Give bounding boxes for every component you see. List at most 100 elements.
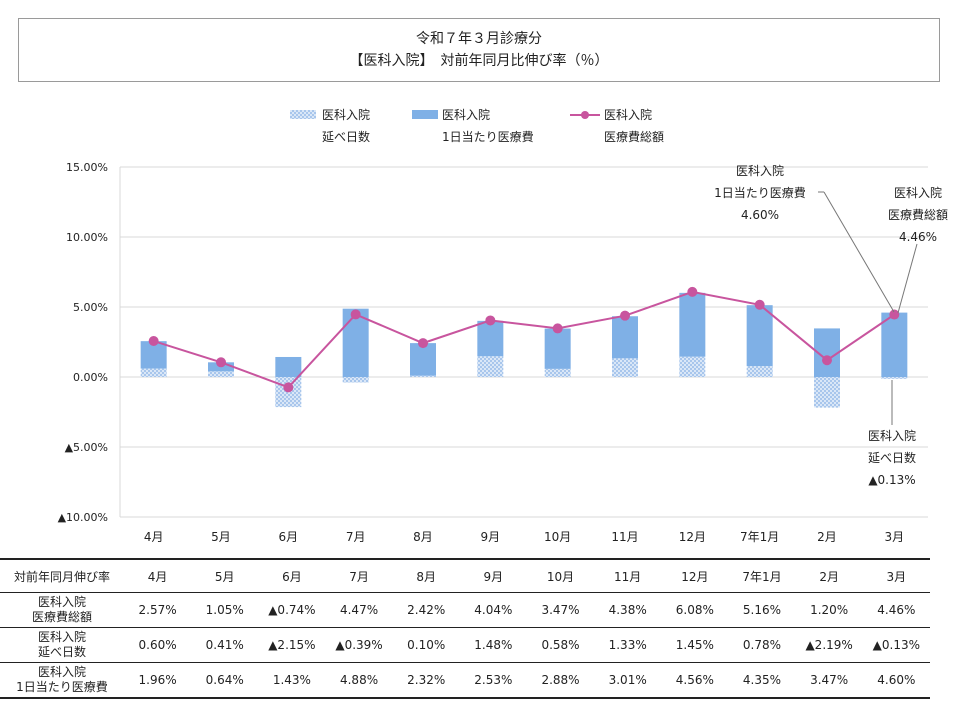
x-tick-label: 2月 bbox=[817, 530, 837, 544]
table-row-label: 医科入院 医療費総額 bbox=[0, 592, 124, 628]
chart-title-box: 令和７年３月診療分 【医科入院】 対前年同月比伸び率（％） bbox=[18, 18, 940, 82]
bar-days bbox=[342, 377, 369, 383]
table-cell: 3.47% bbox=[526, 592, 595, 628]
total-point bbox=[889, 309, 900, 320]
y-tick-label: 10.00% bbox=[66, 231, 108, 244]
table-cell: ▲0.13% bbox=[862, 627, 930, 663]
table-cell: 2.57% bbox=[124, 592, 192, 628]
legend-swatch-perday bbox=[412, 110, 438, 119]
table-header-month: 3月 bbox=[862, 558, 930, 593]
y-tick-label: 0.00% bbox=[73, 371, 108, 384]
chart-title-line2: 【医科入院】 対前年同月比伸び率（％） bbox=[349, 53, 609, 69]
table-header-month: 2月 bbox=[795, 558, 863, 593]
table-cell: 0.10% bbox=[392, 627, 460, 663]
table-header-month: 8月 bbox=[392, 558, 460, 593]
table-row-label-l2: 1日当たり医療費 bbox=[16, 680, 108, 694]
callout-perday-leader bbox=[823, 191, 895, 313]
chart-title-line1: 令和７年３月診療分 bbox=[416, 31, 542, 47]
total-point bbox=[552, 323, 563, 334]
x-tick-label: 3月 bbox=[885, 530, 905, 544]
bar-days bbox=[477, 356, 504, 377]
legend-perday-l1: 医科入院 bbox=[442, 108, 490, 122]
x-tick-label: 4月 bbox=[144, 530, 164, 544]
total-point bbox=[418, 338, 428, 349]
table-cell: 4.35% bbox=[728, 662, 796, 699]
bar-days bbox=[679, 356, 706, 377]
table-cell: 1.05% bbox=[191, 592, 259, 628]
table-cell: 2.88% bbox=[526, 662, 595, 699]
table-cell: 1.20% bbox=[795, 592, 863, 628]
table-cell: 1.33% bbox=[594, 627, 662, 663]
bar-perday bbox=[746, 305, 773, 367]
y-tick-label: ▲5.00% bbox=[65, 441, 108, 454]
table-row-label-l1: 医科入院 bbox=[37, 665, 86, 679]
total-point bbox=[754, 299, 765, 310]
table-row-label: 医科入院 1日当たり医療費 bbox=[0, 662, 124, 699]
table-cell: 1.43% bbox=[258, 662, 326, 699]
x-axis-tick-labels: 4月 5月 6月 7月 8月 9月 10月 11月 12月 7年1月 2月 3月 bbox=[144, 530, 904, 544]
bar-perday bbox=[342, 308, 369, 377]
x-tick-label: 10月 bbox=[544, 530, 571, 544]
x-tick-label: 8月 bbox=[413, 530, 433, 544]
table-cell: 4.60% bbox=[862, 662, 930, 699]
y-axis-tick-labels: ▲10.00% ▲5.00% 0.00% 5.00% 10.00% 15.00% bbox=[58, 161, 108, 524]
callout-perday-l1: 医科入院 bbox=[736, 164, 784, 178]
callout-total-leader bbox=[897, 243, 918, 314]
table-cell: 4.88% bbox=[325, 662, 393, 699]
table-cell: ▲0.39% bbox=[325, 627, 393, 663]
callout-days-l3: ▲0.13% bbox=[868, 473, 915, 487]
bar-days bbox=[140, 368, 167, 377]
gridlines bbox=[119, 166, 928, 518]
total-point bbox=[822, 355, 832, 366]
table-cell: 0.58% bbox=[526, 627, 595, 663]
table-row-label-l1: 医科入院 bbox=[37, 630, 86, 644]
table-cell: 4.56% bbox=[661, 662, 729, 699]
table-header-month: 6月 bbox=[258, 558, 326, 593]
callouts: 医科入院 1日当たり医療費 4.60% 医科入院 医療費総額 4.46% 医科入… bbox=[714, 164, 948, 487]
table-cell: 0.64% bbox=[191, 662, 259, 699]
callout-days-l2: 延べ日数 bbox=[868, 450, 916, 465]
table-cell: 2.42% bbox=[392, 592, 460, 628]
data-table: 対前年同月伸び率 4月 5月 6月 7月 8月 9月 10月 11月 12月 7… bbox=[0, 558, 930, 699]
callout-days-l1: 医科入院 bbox=[868, 429, 916, 443]
table-header-month: 4月 bbox=[124, 558, 192, 593]
table-header-month: 7年1月 bbox=[728, 558, 796, 593]
table-cell: 0.41% bbox=[191, 627, 259, 663]
x-tick-label: 7年1月 bbox=[740, 530, 779, 544]
legend-days-l1: 医科入院 bbox=[322, 108, 370, 122]
legend: 医科入院 延べ日数 医科入院 1日当たり医療費 医科入院 医療費総額 bbox=[290, 108, 664, 144]
chart-area: 医科入院 延べ日数 医科入院 1日当たり医療費 医科入院 医療費総額 ▲10.0… bbox=[58, 108, 948, 544]
legend-swatch-total-marker bbox=[581, 111, 589, 119]
table-cell: 3.47% bbox=[795, 662, 863, 699]
table-cell: 2.53% bbox=[459, 662, 527, 699]
x-tick-label: 6月 bbox=[279, 530, 299, 544]
callout-perday-l3: 4.60% bbox=[741, 208, 779, 222]
bar-perday bbox=[612, 316, 638, 359]
table-cell: 1.45% bbox=[661, 627, 729, 663]
table-header-month: 7月 bbox=[325, 558, 393, 593]
total-line-series bbox=[148, 286, 900, 393]
table-header-month: 9月 bbox=[459, 558, 527, 593]
table-cell: ▲2.19% bbox=[795, 627, 863, 663]
table-header-row: 対前年同月伸び率 4月 5月 6月 7月 8月 9月 10月 11月 12月 7… bbox=[0, 558, 930, 593]
callout-total-l2: 医療費総額 bbox=[888, 207, 948, 222]
bar-days bbox=[410, 375, 436, 377]
table-header-month: 11月 bbox=[594, 558, 662, 593]
total-line bbox=[153, 290, 895, 389]
table-cell: 3.01% bbox=[594, 662, 662, 699]
legend-perday-l2: 1日当たり医療費 bbox=[442, 129, 534, 144]
table-cell: 0.78% bbox=[728, 627, 796, 663]
table-row-total: 医科入院 医療費総額 2.57% 1.05% ▲0.74% 4.47% 2.42%… bbox=[0, 592, 930, 628]
bar-perday bbox=[881, 312, 908, 377]
table-cell: 5.16% bbox=[728, 592, 796, 628]
bar-perday bbox=[544, 328, 571, 369]
table-row-label: 医科入院 延べ日数 bbox=[0, 627, 124, 663]
table-row-perday: 医科入院 1日当たり医療費 1.96% 0.64% 1.43% 4.88% 2.3… bbox=[0, 662, 930, 699]
legend-swatch-days bbox=[290, 110, 316, 119]
table-cell: 4.47% bbox=[325, 592, 393, 628]
table-header-month: 5月 bbox=[191, 558, 259, 593]
table-cell: 6.08% bbox=[661, 592, 729, 628]
table-header-month: 10月 bbox=[526, 558, 595, 593]
callout-total-l1: 医科入院 bbox=[894, 186, 942, 200]
table-cell: ▲2.15% bbox=[258, 627, 326, 663]
